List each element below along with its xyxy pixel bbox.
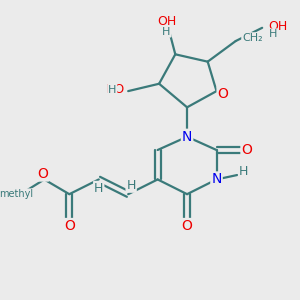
Text: H: H xyxy=(126,179,136,192)
Text: O: O xyxy=(38,167,48,181)
Text: N: N xyxy=(182,130,192,144)
Text: methyl: methyl xyxy=(0,189,33,199)
Text: O: O xyxy=(64,219,75,233)
Text: H: H xyxy=(94,182,104,195)
Text: CH₂: CH₂ xyxy=(242,33,263,43)
Text: OH: OH xyxy=(268,20,288,33)
Text: N: N xyxy=(211,172,222,186)
Text: O: O xyxy=(218,87,228,101)
Text: H: H xyxy=(268,29,277,39)
Text: OH: OH xyxy=(157,14,176,28)
Text: H: H xyxy=(162,27,171,37)
Text: HO: HO xyxy=(106,83,125,96)
Text: H: H xyxy=(108,85,116,94)
Text: H: H xyxy=(239,165,248,178)
Text: O: O xyxy=(242,143,252,157)
Text: O: O xyxy=(182,219,193,233)
